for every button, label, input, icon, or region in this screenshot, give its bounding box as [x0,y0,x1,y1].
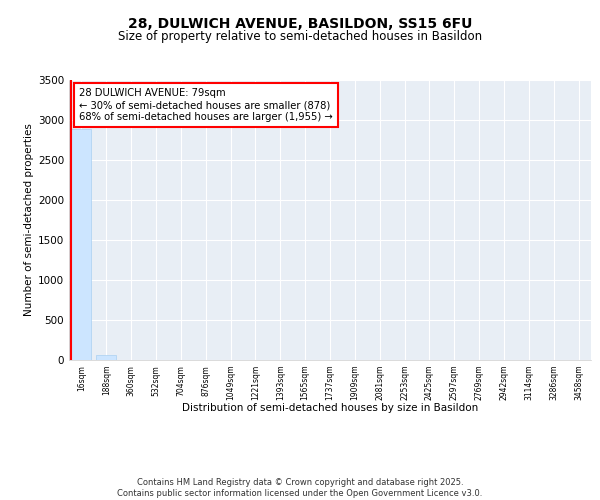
Text: Contains HM Land Registry data © Crown copyright and database right 2025.
Contai: Contains HM Land Registry data © Crown c… [118,478,482,498]
Bar [71,128,91,360]
Text: 28, DULWICH AVENUE, BASILDON, SS15 6FU: 28, DULWICH AVENUE, BASILDON, SS15 6FU [128,18,472,32]
Text: Size of property relative to semi-detached houses in Basildon: Size of property relative to semi-detach… [118,30,482,43]
X-axis label: Distribution of semi-detached houses by size in Basildon: Distribution of semi-detached houses by … [182,404,478,413]
Bar [97,355,116,360]
Y-axis label: Number of semi-detached properties: Number of semi-detached properties [24,124,34,316]
Text: 28 DULWICH AVENUE: 79sqm
← 30% of semi-detached houses are smaller (878)
68% of : 28 DULWICH AVENUE: 79sqm ← 30% of semi-d… [79,88,333,122]
